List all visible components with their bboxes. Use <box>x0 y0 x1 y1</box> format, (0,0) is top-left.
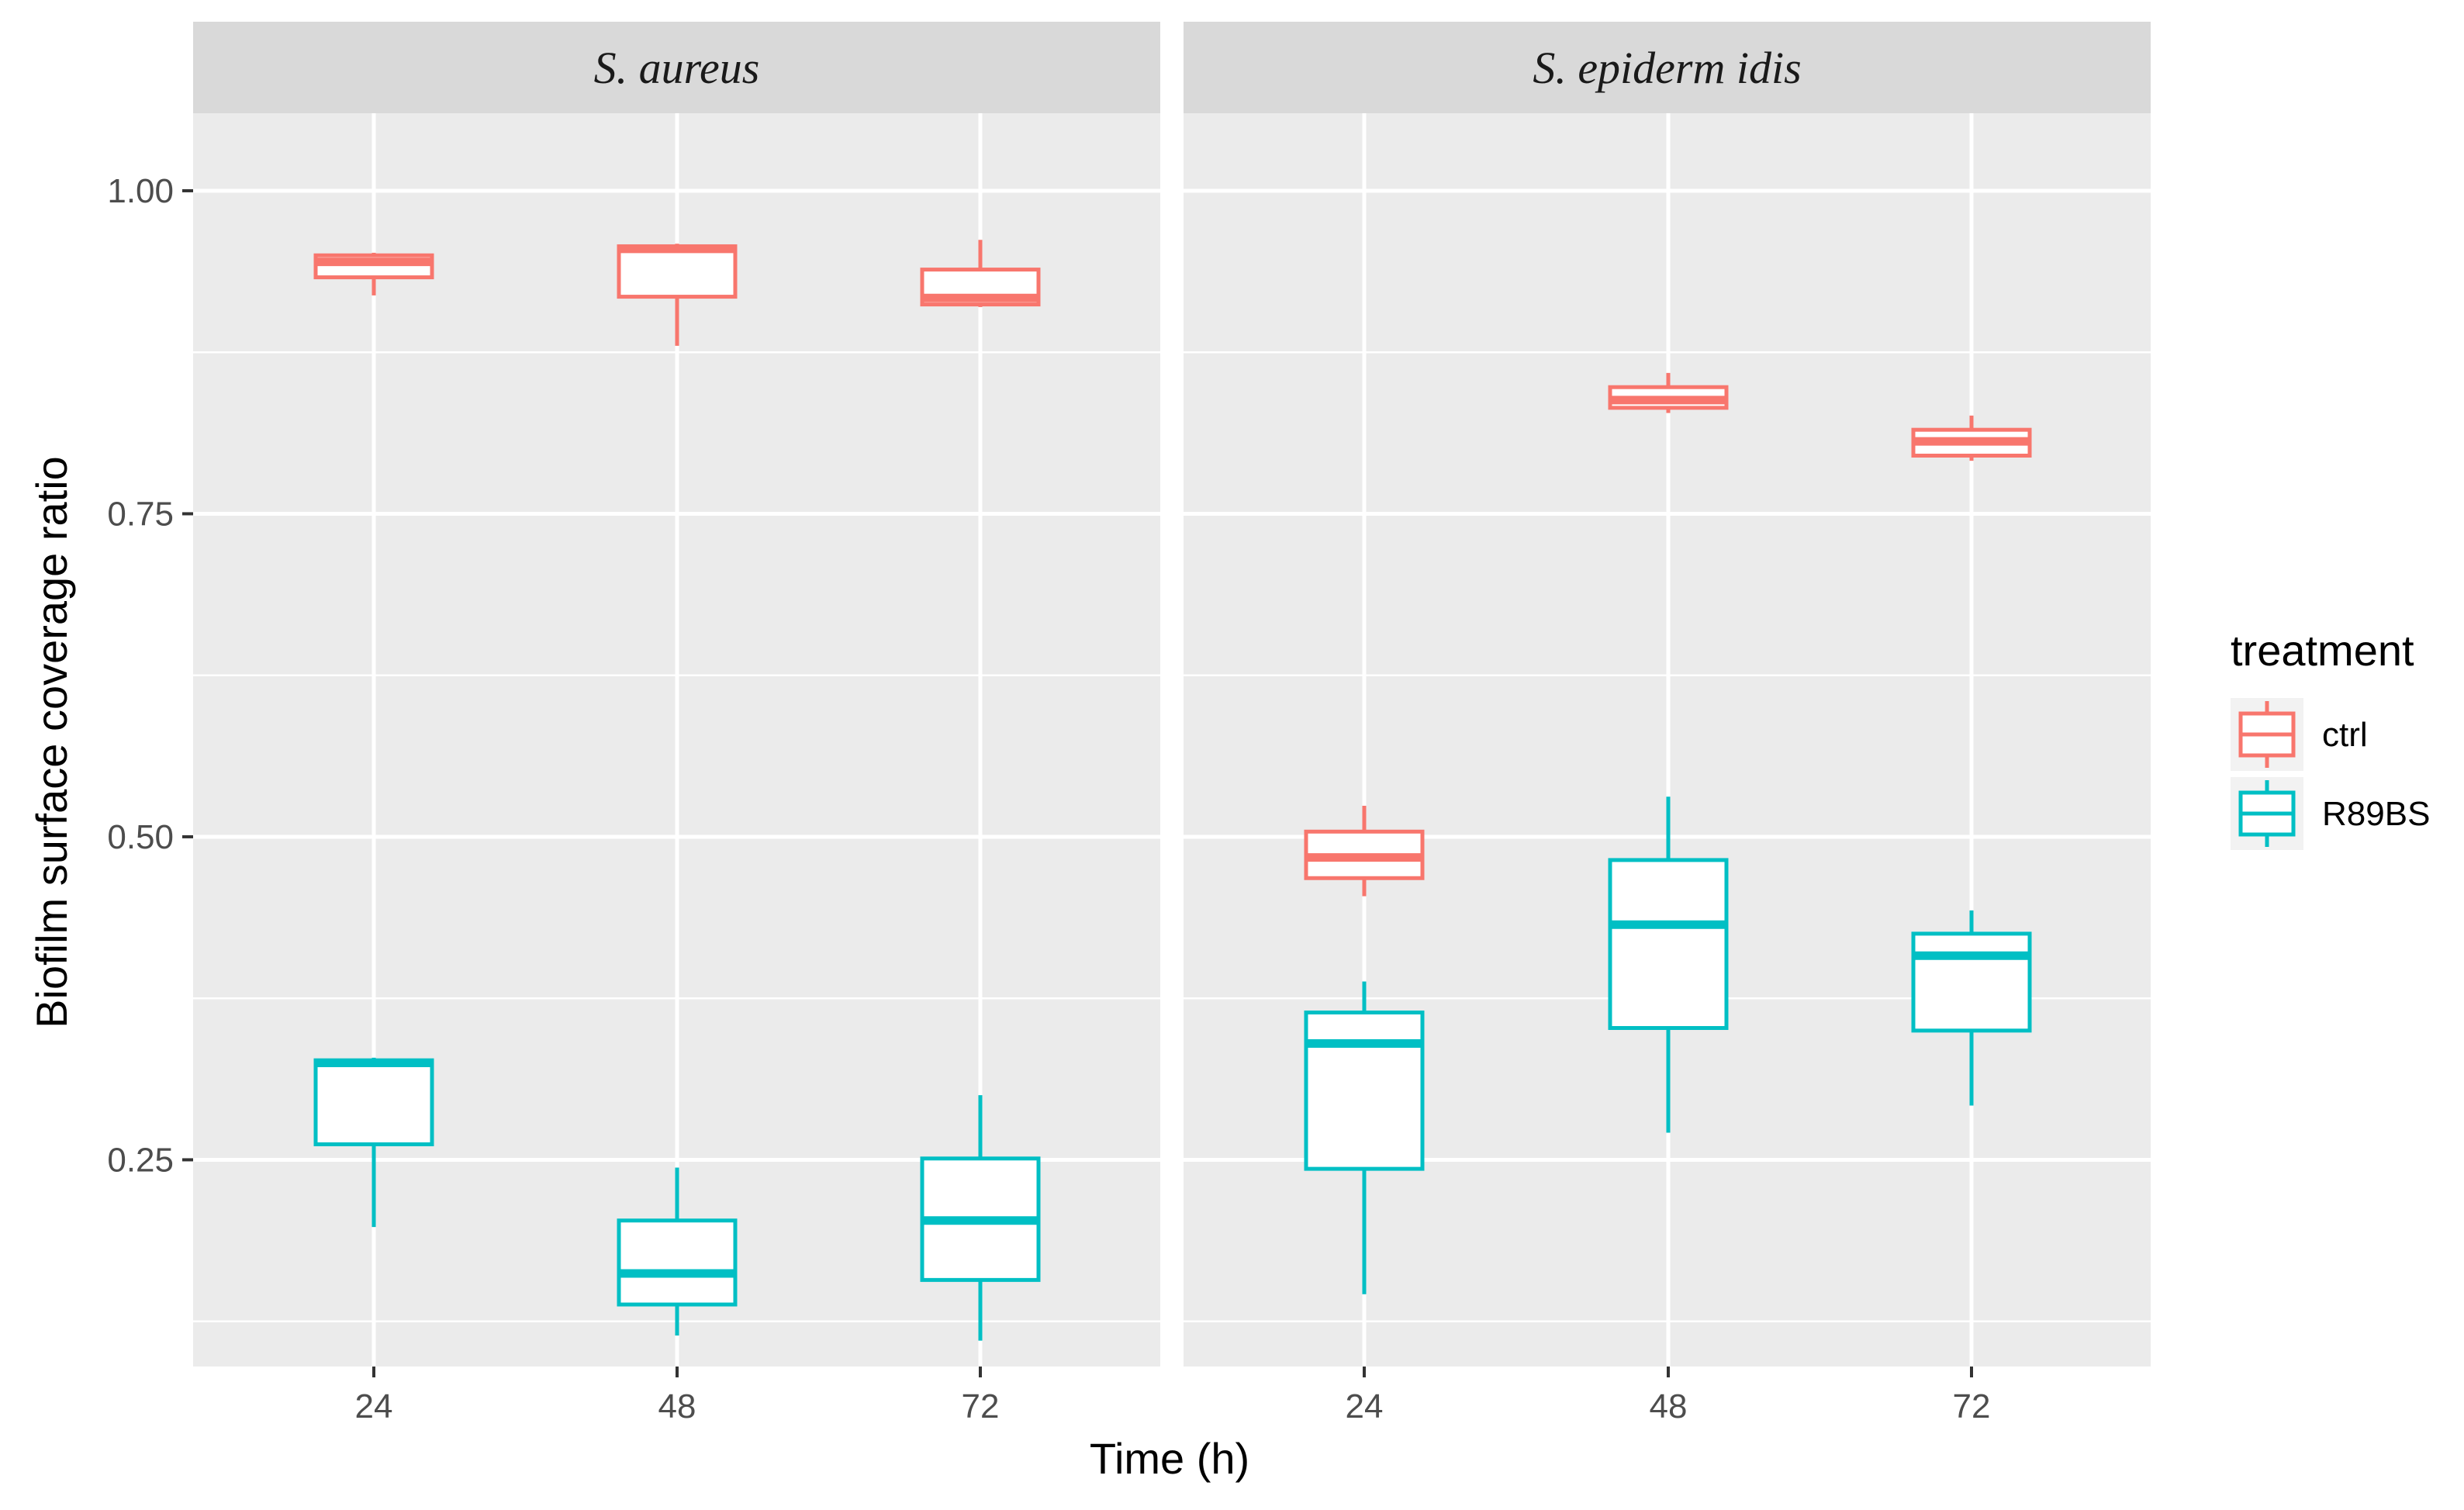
box-R89BS-24 <box>313 1057 434 1228</box>
x-tick-label: 24 <box>1346 1387 1384 1425</box>
legend: treatment ctrl R89BS <box>2231 626 2430 850</box>
box-iqr <box>617 1218 738 1307</box>
box-iqr <box>1304 1011 1425 1171</box>
legend-key-R89BS <box>2231 777 2303 850</box>
facet-strip <box>193 22 1160 113</box>
panel-2: S. epiderm idis 24 48 72 <box>1184 22 2151 1425</box>
legend-label-R89BS: R89BS <box>2322 795 2430 833</box>
box-ctrl-24 <box>313 252 434 295</box>
box-R89BS-72 <box>920 1095 1041 1341</box>
box-iqr <box>1911 931 2032 1033</box>
box-ctrl-24 <box>1304 805 1425 897</box>
box-R89BS-72 <box>1911 910 2032 1106</box>
legend-key-ctrl <box>2231 698 2303 771</box>
y-tick-label: 0.50 <box>107 818 174 856</box>
y-tick-label: 1.00 <box>107 172 174 210</box>
box-iqr <box>1608 858 1729 1031</box>
x-tick-label: 48 <box>1650 1387 1688 1425</box>
legend-title: treatment <box>2231 626 2414 675</box>
box-ctrl-48 <box>1608 372 1729 413</box>
box-ctrl-72 <box>1911 415 2032 461</box>
box-R89BS-48 <box>617 1167 738 1336</box>
box-iqr <box>313 1058 434 1146</box>
box-R89BS-48 <box>1608 796 1729 1133</box>
legend-label-ctrl: ctrl <box>2322 716 2368 754</box>
facet-strip-title: S. aureus <box>594 43 760 93</box>
box-ctrl-72 <box>920 240 1041 307</box>
x-tick-label: 72 <box>1953 1387 1991 1425</box>
y-tick-label: 0.25 <box>107 1141 174 1179</box>
x-tick-label: 72 <box>962 1387 1000 1425</box>
x-axis-title: Time (h) <box>1090 1434 1249 1483</box>
box-iqr <box>617 244 738 299</box>
facet-strip <box>1184 22 2151 113</box>
box-R89BS-24 <box>1304 981 1425 1294</box>
y-tick-label: 0.75 <box>107 495 174 533</box>
box-ctrl-48 <box>617 244 738 346</box>
panel-1: S. aureus 24 48 72 <box>193 22 1160 1425</box>
x-tick-label: 48 <box>658 1387 696 1425</box>
facet-strip-title: S. epiderm idis <box>1533 43 1801 93</box>
x-tick-label: 24 <box>355 1387 393 1425</box>
y-axis-title: Biofilm surface coverage ratio <box>27 456 76 1028</box>
